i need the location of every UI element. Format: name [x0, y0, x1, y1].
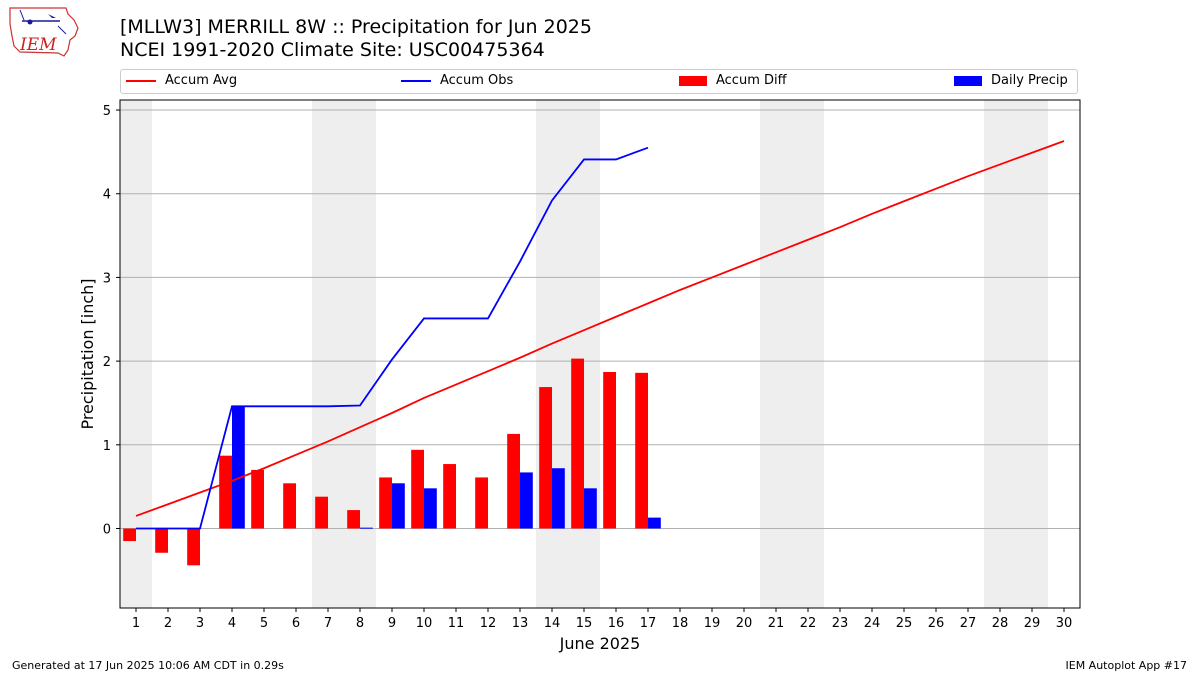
x-tick-label: 10: [416, 616, 433, 631]
accum-diff-bar: [347, 510, 360, 529]
x-tick-label: 12: [480, 616, 497, 631]
daily-precip-bar: [648, 517, 661, 529]
x-tick-label: 1: [132, 616, 140, 631]
accum-diff-bar: [411, 449, 424, 529]
accum-diff-bar: [539, 387, 552, 529]
accum-diff-bar: [379, 477, 392, 529]
footer-generated: Generated at 17 Jun 2025 10:06 AM CDT in…: [12, 659, 284, 672]
lines: [135, 140, 1065, 530]
x-tick-label: 17: [640, 616, 657, 631]
x-tick-label: 14: [544, 616, 561, 631]
weekend-band: [120, 100, 152, 608]
daily-precip-bar: [552, 468, 565, 529]
y-tick-label: 4: [103, 188, 111, 203]
legend-item-accum-avg: Accum Avg: [126, 73, 237, 88]
x-tick-label: 28: [992, 616, 1009, 631]
x-tick-label: 13: [512, 616, 529, 631]
accum-diff-bar: [571, 358, 584, 529]
x-axis-label: June 2025: [559, 634, 641, 653]
weekend-band: [536, 100, 600, 608]
x-tick-label: 27: [960, 616, 977, 631]
accum-diff-bar: [123, 528, 136, 542]
x-tick-label: 5: [260, 616, 268, 631]
x-tick-label: 19: [704, 616, 721, 631]
accum-diff-bar: [155, 528, 168, 553]
legend-label: Accum Obs: [440, 73, 514, 88]
daily-precip-bar: [424, 488, 437, 529]
x-tick-label: 6: [292, 616, 300, 631]
legend-label: Daily Precip: [991, 73, 1068, 88]
iem-logo: IEM: [8, 6, 80, 62]
accum-diff-bar: [283, 483, 296, 529]
x-tick-label: 15: [576, 616, 593, 631]
accum-diff-bar: [187, 528, 200, 566]
accum-diff-bar: [219, 455, 232, 529]
legend-label: Accum Avg: [165, 73, 238, 88]
legend-swatch: [401, 79, 431, 82]
daily-precip-bar: [392, 483, 405, 529]
x-tick-label: 7: [324, 616, 332, 631]
logo-text: IEM: [19, 35, 57, 55]
bars: [123, 358, 661, 566]
accum-diff-bar: [475, 477, 488, 529]
x-tick-label: 26: [928, 616, 945, 631]
gridlines: [120, 109, 1080, 529]
footer-app: IEM Autoplot App #17: [1065, 659, 1188, 672]
accum-avg-line: [135, 140, 1065, 517]
x-tick-label: 4: [228, 616, 236, 631]
x-tick-label: 30: [1056, 616, 1073, 631]
x-tick-label: 25: [896, 616, 913, 631]
legend: Accum Avg Accum Obs Accum Diff Daily Pre…: [120, 69, 1078, 94]
chart-subtitle: NCEI 1991-2020 Climate Site: USC00475364: [120, 39, 545, 61]
plot-frame: [119, 99, 1081, 609]
accum-diff-bar: [507, 433, 520, 529]
x-tick-label: 22: [800, 616, 817, 631]
accum-diff-bar: [315, 496, 328, 529]
y-tick-label: 5: [103, 104, 111, 119]
chart-title: [MLLW3] MERRILL 8W :: Precipitation for …: [120, 16, 592, 38]
y-tick-label: 0: [103, 522, 111, 537]
y-axis-label: Precipitation [inch]: [78, 278, 97, 429]
legend-swatch: [954, 75, 982, 86]
x-tick-label: 11: [448, 616, 465, 631]
x-tick-label: 18: [672, 616, 689, 631]
x-tick-label: 24: [864, 616, 881, 631]
daily-precip-bar: [520, 472, 533, 529]
accum-diff-bar: [443, 464, 456, 529]
x-tick-label: 23: [832, 616, 849, 631]
x-tick-label: 3: [196, 616, 204, 631]
x-tick-label: 29: [1024, 616, 1041, 631]
x-tick-label: 9: [388, 616, 396, 631]
x-tick-label: 16: [608, 616, 625, 631]
x-tick-label: 2: [164, 616, 172, 631]
legend-item-accum-diff: Accum Diff: [679, 73, 787, 88]
daily-precip-bar: [360, 527, 373, 529]
daily-precip-bar: [232, 406, 245, 529]
accum-diff-bar: [251, 469, 264, 529]
x-tick-label: 20: [736, 616, 753, 631]
weekend-band: [312, 100, 376, 608]
legend-swatch: [679, 75, 707, 86]
weekend-band: [984, 100, 1048, 608]
accum-obs-line: [136, 146, 649, 530]
daily-precip-bar: [584, 488, 597, 529]
x-tick-label: 8: [356, 616, 364, 631]
weekend-band: [760, 100, 824, 608]
y-tick-label: 2: [103, 355, 111, 370]
legend-item-daily-precip: Daily Precip: [954, 73, 1068, 88]
legend-swatch: [126, 79, 156, 82]
legend-label: Accum Diff: [716, 73, 787, 88]
legend-item-accum-obs: Accum Obs: [401, 73, 513, 88]
y-tick-label: 1: [103, 439, 111, 454]
weekend-shading: [120, 100, 1048, 608]
x-tick-label: 21: [768, 616, 785, 631]
accum-diff-bar: [635, 372, 648, 529]
y-tick-label: 3: [103, 271, 111, 286]
accum-diff-bar: [603, 371, 616, 529]
